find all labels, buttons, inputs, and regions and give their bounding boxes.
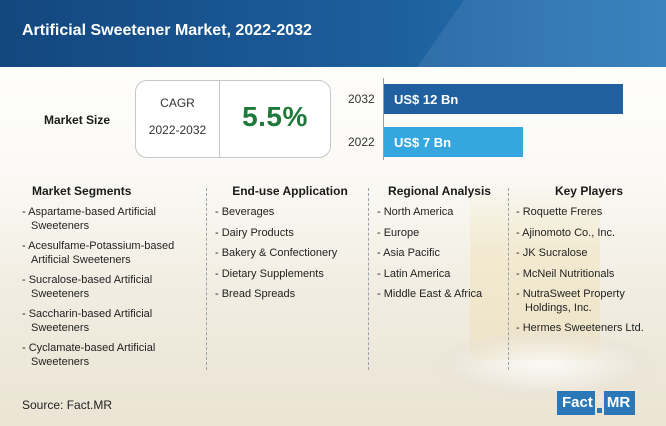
list-item: - Bakery & Confectionery xyxy=(215,247,338,259)
list-item: - Dairy Products xyxy=(215,226,294,239)
list-item: - Europe xyxy=(377,226,420,239)
column-title: Regional Analysis xyxy=(388,184,491,198)
column-separator xyxy=(508,188,509,370)
list-item: - NutraSweet Property Holdings, Inc. xyxy=(516,288,625,314)
list-item: - Acesulfame-Potassium-based Artificial … xyxy=(22,240,175,266)
list-item: - JK Sucralose xyxy=(516,247,588,259)
bar-2032: US$ 12 Bn xyxy=(384,84,623,114)
list-item: - Hermes Sweeteners Ltd. xyxy=(516,322,644,334)
cagr-box: CAGR 2022-2032 5.5% xyxy=(135,80,331,158)
bar-category-2032: 2032 xyxy=(348,92,375,106)
list-item: - Sucralose-based Artificial Sweeteners xyxy=(22,274,153,300)
column-market-segments: Market Segments - Aspartame-based Artifi… xyxy=(22,184,192,376)
list-item: - Saccharin-based Artificial Sweeteners xyxy=(22,308,153,334)
list-item: - Roquette Freres xyxy=(516,206,603,218)
list-item: - Aspartame-based Artificial Sweeteners xyxy=(22,206,156,232)
column-key-players: Key Players - Roquette Freres - Ajinomot… xyxy=(516,184,662,343)
logo-part-fact: Fact xyxy=(557,391,595,415)
column-regional: Regional Analysis - North America - Euro… xyxy=(377,184,502,309)
bar-value-label-2032: US$ 12 Bn xyxy=(394,92,459,107)
logo-part-mr: MR xyxy=(603,391,636,415)
column-title: Key Players xyxy=(554,184,624,198)
factmr-logo: Fact MR xyxy=(557,391,636,415)
logo-dot xyxy=(596,408,602,413)
column-title: Market Segments xyxy=(32,184,132,198)
list-item: - Middle East & Africa xyxy=(377,288,483,300)
list-item: - McNeil Nutritionals xyxy=(516,267,615,280)
source-note: Source: Fact.MR xyxy=(22,398,113,412)
cagr-label: CAGR xyxy=(160,96,195,110)
bar-category-2022: 2022 xyxy=(348,135,375,149)
column-end-use: End-use Application - Beverages - Dairy … xyxy=(215,184,365,309)
cagr-divider xyxy=(219,81,220,157)
list-item: - Beverages xyxy=(215,206,275,218)
column-separator xyxy=(206,188,207,370)
header-banner: Artificial Sweetener Market, 2022-2032 xyxy=(0,0,666,67)
column-separator xyxy=(368,188,369,370)
list-item: - Dietary Supplements xyxy=(215,267,324,280)
background-spoon xyxy=(430,330,660,400)
list-item: - Cyclamate-based Artificial Sweeteners xyxy=(22,342,156,368)
list-item: - Bread Spreads xyxy=(215,288,296,300)
list-item: - North America xyxy=(377,206,454,218)
page-title: Artificial Sweetener Market, 2022-2032 xyxy=(22,22,312,39)
cagr-value: 5.5% xyxy=(242,101,308,132)
bar-axis-line xyxy=(383,78,384,160)
list-item: - Asia Pacific xyxy=(377,247,440,259)
bar-2022: US$ 7 Bn xyxy=(384,127,523,157)
bar-value-label-2022: US$ 7 Bn xyxy=(394,135,452,150)
list-item: - Latin America xyxy=(377,267,451,280)
column-title: End-use Application xyxy=(232,184,348,198)
cagr-period: 2022-2032 xyxy=(148,123,207,137)
list-item: - Ajinomoto Co., Inc. xyxy=(516,226,616,239)
market-size-label: Market Size xyxy=(44,113,111,127)
